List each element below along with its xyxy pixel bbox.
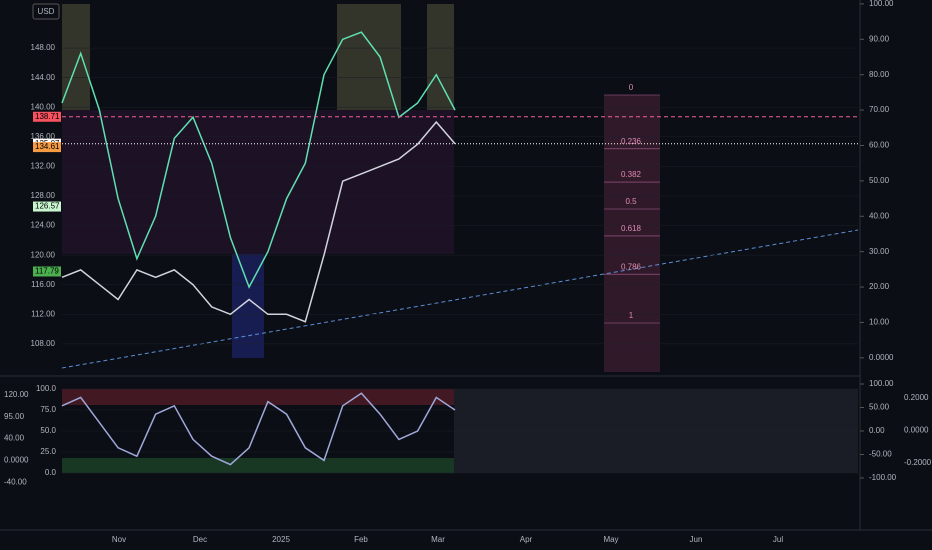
y-tick-label: 140.00 [31, 102, 56, 111]
y2-tick-label: 0.0000 [869, 353, 894, 362]
y-tick-label: 124.00 [31, 221, 56, 230]
y2-tick-label: -100.00 [869, 473, 897, 482]
zone [232, 254, 264, 358]
fib-label: 0.786 [621, 262, 642, 271]
price-badge-label: 126.57 [35, 202, 60, 211]
fib-label: 0.236 [621, 137, 642, 146]
y-tick-label: 148.00 [31, 43, 56, 52]
x-tick-label: Jul [773, 535, 783, 544]
y-tick-label: 108.00 [31, 339, 56, 348]
y2-tick-label: 100.00 [869, 0, 894, 8]
band [62, 458, 454, 473]
price-badge [33, 142, 61, 153]
y-tick-label: 50.0 [40, 426, 56, 435]
y2-tick-label: 50.00 [869, 176, 890, 185]
series-line [61, 31, 456, 289]
outer-left-label: 40.00 [4, 434, 25, 443]
y-tick-label: 112.00 [31, 309, 55, 318]
price-badge [33, 266, 61, 277]
outer-left-label: -40.00 [4, 477, 27, 486]
band [62, 389, 454, 405]
trendline [61, 229, 859, 369]
fib-label: 0.382 [621, 170, 642, 179]
y-tick-label: 132.00 [31, 162, 56, 171]
outer-right-label: 0.0000 [904, 426, 929, 435]
price-badge-label: 134.61 [35, 142, 60, 151]
x-tick-label: Feb [354, 535, 368, 544]
y2-tick-label: -50.00 [869, 450, 892, 459]
x-tick-label: Mar [431, 535, 445, 544]
fib-box [604, 95, 660, 372]
y2-tick-label: 90.00 [869, 34, 890, 43]
y2-tick-label: 60.00 [869, 141, 890, 150]
series-line [61, 392, 456, 466]
currency: USD [38, 7, 55, 16]
highlight [337, 4, 401, 110]
y-tick-label: 136.00 [31, 132, 56, 141]
outer-right-label: -0.2000 [904, 458, 932, 467]
fib-label: 1 [629, 311, 634, 320]
y2-tick-label: 10.00 [869, 318, 890, 327]
series-line [61, 120, 456, 323]
outer-right-label: 0.2000 [904, 393, 929, 402]
y2-tick-label: 20.00 [869, 282, 890, 291]
y-tick-label: 128.00 [31, 191, 56, 200]
y-tick-label: 116.00 [31, 280, 55, 289]
y2-tick-label: 40.00 [869, 211, 890, 220]
outer-left-label: 95.00 [4, 412, 25, 421]
y-tick-label: 100.0 [36, 384, 57, 393]
y-tick-label: 144.00 [31, 73, 56, 82]
highlight [427, 4, 454, 110]
currency-box [32, 3, 60, 20]
y-tick-label: 75.0 [40, 405, 56, 414]
zone [62, 110, 454, 254]
x-tick-label: Nov [112, 535, 126, 544]
y-tick-label: 120.00 [31, 250, 56, 259]
y2-tick-label: 70.00 [869, 105, 890, 114]
fib-label: 0.618 [621, 224, 642, 233]
x-tick-label: Apr [520, 535, 533, 544]
y-tick-label: 0.0 [45, 468, 57, 477]
y-tick-label: 25.0 [40, 447, 56, 456]
highlight [62, 4, 90, 110]
x-tick-label: Dec [193, 535, 207, 544]
price-badge-label: 117.79 [35, 267, 59, 276]
outer-left-label: 0.0000 [4, 456, 29, 465]
y2-tick-label: 100.00 [869, 379, 894, 388]
y2-tick-label: 50.00 [869, 403, 890, 412]
x-tick-label: May [603, 535, 618, 544]
outer-left-label: 120.00 [4, 390, 29, 399]
x-tick-label: Jun [690, 535, 703, 544]
y2-tick-label: 0.00 [869, 426, 885, 435]
y2-tick-label: 80.00 [869, 70, 890, 79]
price-badge [33, 201, 61, 212]
price-badge [33, 111, 61, 122]
fib-label: 0 [629, 83, 634, 92]
price-badge-label: 138.71 [35, 112, 60, 121]
y2-tick-label: 30.00 [869, 247, 890, 256]
fib-label: 0.5 [625, 197, 637, 206]
x-tick-label: 2025 [272, 535, 290, 544]
